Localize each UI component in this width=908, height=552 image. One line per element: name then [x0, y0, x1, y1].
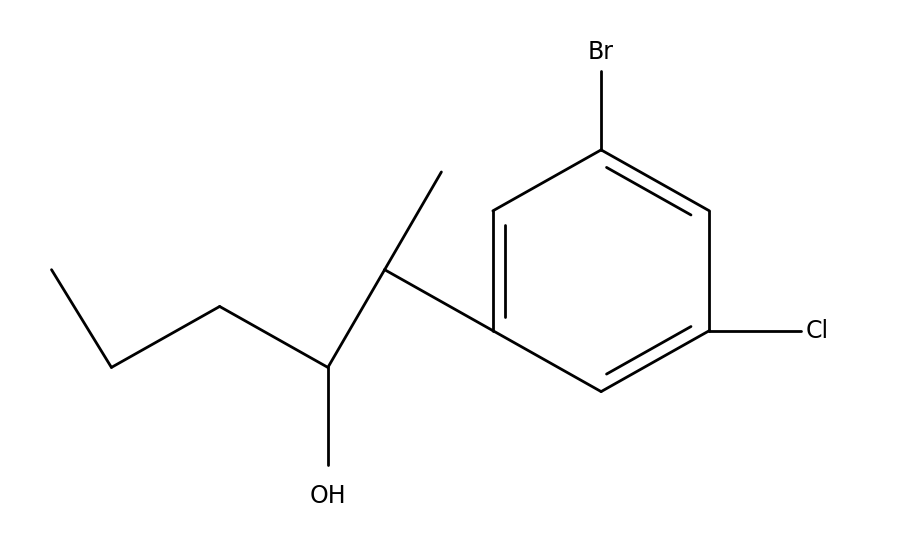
Text: OH: OH — [310, 484, 346, 508]
Text: Br: Br — [588, 40, 614, 63]
Text: Cl: Cl — [806, 319, 829, 343]
